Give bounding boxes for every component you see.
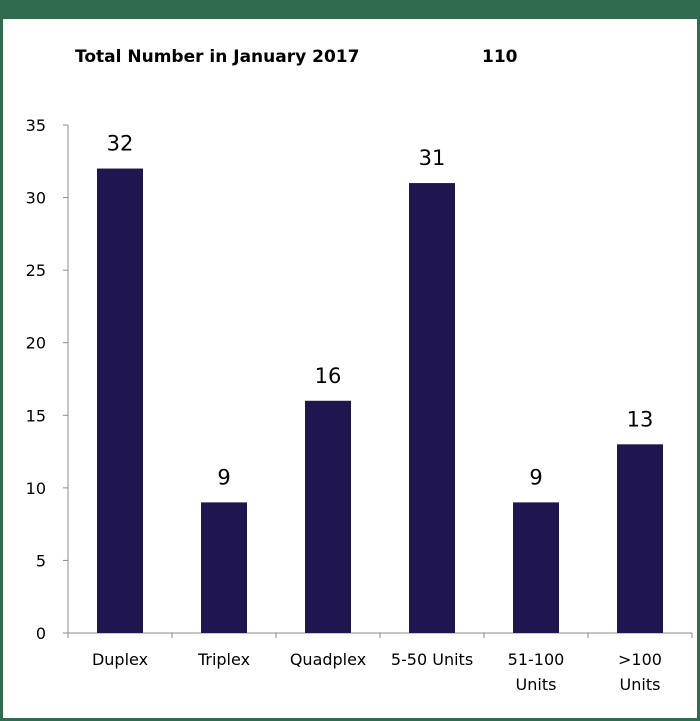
- y-tick-label: 0: [36, 624, 46, 643]
- bar: [97, 168, 143, 634]
- total-value: 110: [482, 47, 518, 67]
- bar-value-label: 9: [529, 465, 542, 489]
- x-category-label: 51-100: [508, 650, 565, 669]
- x-category-label: Duplex: [92, 650, 148, 669]
- bar: [513, 502, 559, 633]
- x-category-label: Triplex: [197, 650, 250, 669]
- x-category-label: Units: [620, 675, 661, 694]
- bar-value-label: 32: [107, 132, 134, 156]
- bar-value-label: 16: [315, 364, 342, 388]
- chart-labels: 0 5 10 15 20 25 30 35 32 Duplex 9 Triplex 16 Quadplex…: [26, 116, 662, 694]
- bar: [305, 400, 351, 633]
- bar: [201, 502, 247, 633]
- y-tick-label: 20: [26, 334, 46, 353]
- bar-value-label: 9: [217, 465, 230, 489]
- chart-title: Total Number in January 2017: [75, 47, 360, 67]
- x-category-label: 5-50 Units: [391, 650, 473, 669]
- x-category-label: Quadplex: [290, 650, 366, 669]
- bar-value-label: 31: [419, 146, 446, 170]
- x-category-label: >100: [618, 650, 662, 669]
- y-tick-label: 30: [26, 189, 46, 208]
- y-tick-label: 25: [26, 261, 46, 280]
- y-tick-label: 5: [36, 551, 46, 570]
- chart-axes: [63, 124, 693, 638]
- bar-value-label: 13: [627, 407, 654, 431]
- y-tick-label: 15: [26, 406, 46, 425]
- x-category-label: Units: [516, 675, 557, 694]
- bar: [617, 444, 663, 633]
- bar: [409, 183, 455, 634]
- chart-header: Total Number in January 2017 110: [75, 47, 518, 67]
- y-tick-label: 10: [26, 479, 46, 498]
- chart-bars: [97, 168, 663, 634]
- y-tick-label: 35: [26, 116, 46, 135]
